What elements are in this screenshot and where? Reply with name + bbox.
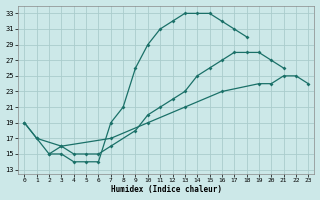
X-axis label: Humidex (Indice chaleur): Humidex (Indice chaleur) [111, 185, 222, 194]
